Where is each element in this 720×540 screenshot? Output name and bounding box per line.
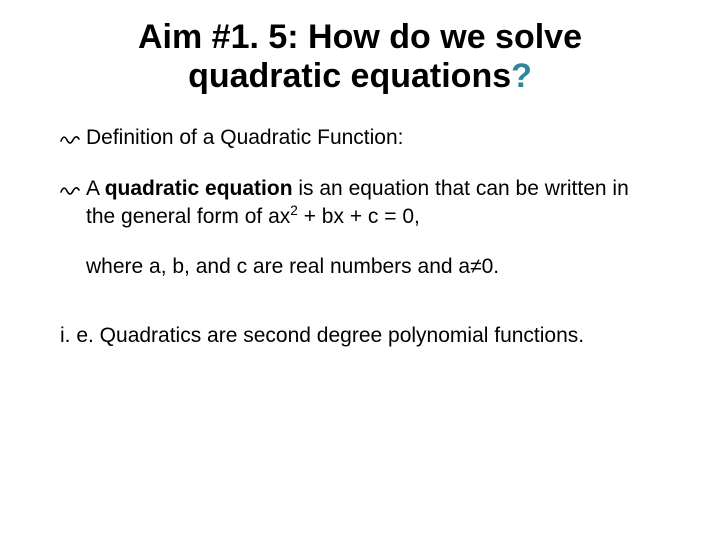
where-line: where a, b, and c are real numbers and a… [86, 253, 660, 281]
text-run: + bx + c = 0, [298, 205, 420, 228]
ie-line: i. e. Quadratics are second degree polyn… [60, 322, 660, 350]
scribble-bullet-icon [60, 183, 80, 197]
text-run: A [86, 177, 105, 200]
text-run: quadratic equation [105, 177, 293, 200]
slide-title: Aim #1. 5: How do we solve quadratic equ… [60, 18, 660, 96]
title-qmark: ? [511, 57, 532, 95]
bullet-text: Definition of a Quadratic Function: [86, 124, 660, 152]
body: Definition of a Quadratic Function: A qua… [60, 124, 660, 350]
text-run: 2 [290, 203, 298, 218]
scribble-bullet-icon [60, 132, 80, 146]
paragraph-text: i. e. Quadratics are second degree polyn… [60, 324, 584, 347]
general-form-line: A quadratic equation is an equation that… [60, 175, 660, 232]
bullet-icon [60, 124, 80, 152]
paragraph-text: where a, b, and c are real numbers and a… [86, 255, 499, 278]
text-run: Definition of a Quadratic Function: [86, 126, 404, 149]
title-line1: Aim #1. 5: How do we solve [138, 18, 582, 56]
definition-line: Definition of a Quadratic Function: [60, 124, 660, 152]
bullet-text: A quadratic equation is an equation that… [86, 175, 660, 232]
slide: Aim #1. 5: How do we solve quadratic equ… [0, 0, 720, 540]
title-line2-main: quadratic equations [188, 57, 511, 95]
bullet-icon [60, 175, 80, 203]
